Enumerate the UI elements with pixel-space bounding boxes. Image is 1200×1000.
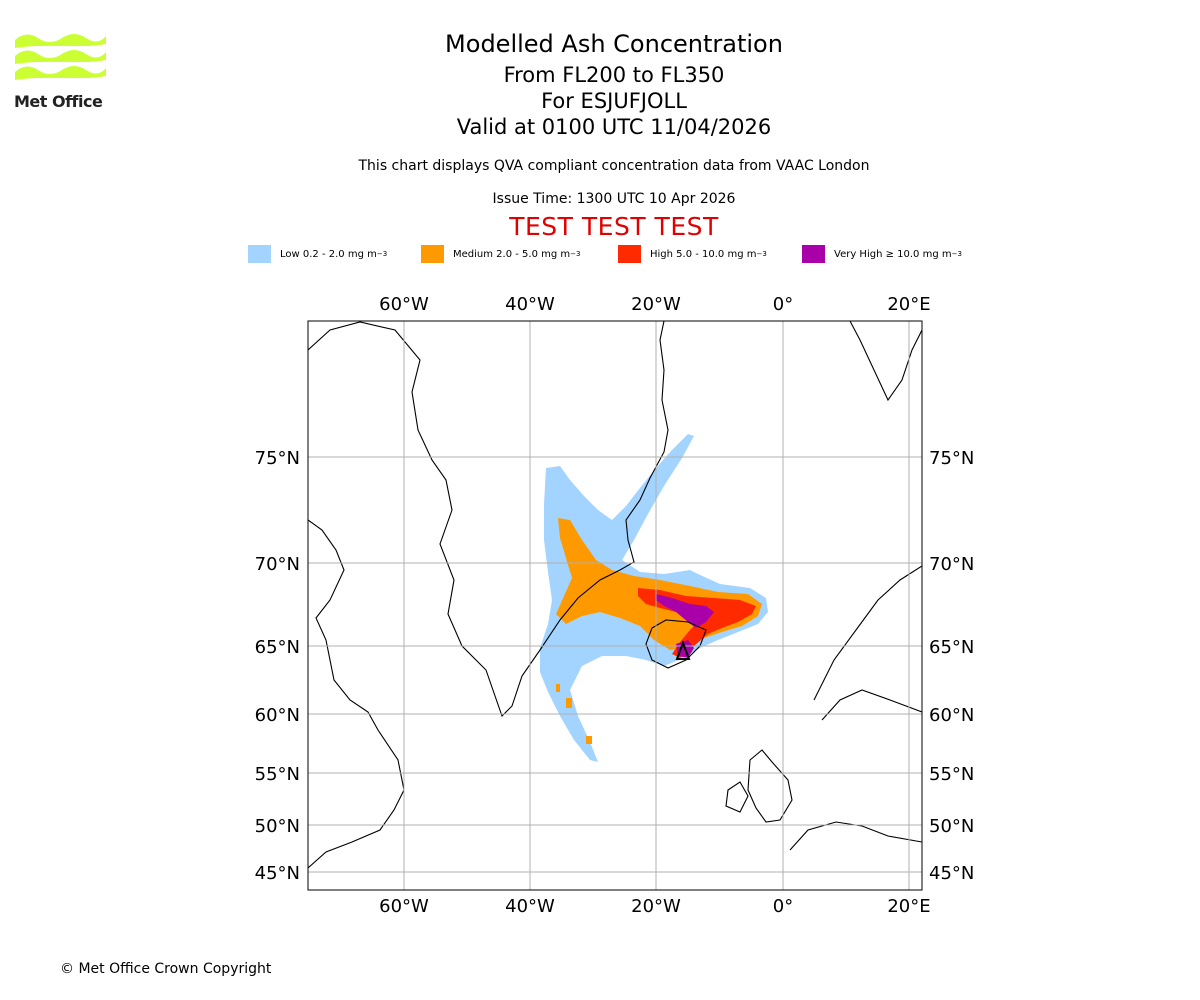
legend-swatch-low [248,245,271,263]
compliance-note: This chart displays QVA compliant concen… [358,158,870,174]
test-banner: TEST TEST TEST [509,212,719,241]
greenland-coast [308,321,669,718]
latitude-label: 45°N [255,863,300,884]
logo-text: Met Office [14,92,103,111]
legend-item-medium: Medium 2.0 - 5.0 mg m −3 [421,244,580,264]
legend-label-high: High 5.0 - 10.0 mg m [650,248,757,260]
latitude-label: 65°N [929,637,974,658]
legend-swatch-medium [421,245,444,263]
ireland-coast [725,781,749,813]
flight-levels: From FL200 to FL350 [503,63,725,87]
latitude-label: 70°N [929,554,974,575]
latitude-label: 60°N [929,705,974,726]
tick-labels: 60°W 60°W 40°W 40°W 20°W 20°W 0° 0° 20°E 20°E 75°N… [255,294,975,917]
copyright: © Met Office Crown Copyright [60,961,272,977]
norway-coast [813,565,922,701]
coastlines [308,321,922,869]
longitude-label: 60°W [379,294,429,315]
longitude-label: 40°W [505,294,555,315]
latitude-label: 75°N [929,448,974,469]
latitude-label: 55°N [255,764,300,785]
chart-header: Modelled Ash Concentration From FL200 to… [0,30,1200,140]
longitude-label: 20°W [631,294,681,315]
iceland-coast [645,619,707,669]
chart-title: Modelled Ash Concentration [445,30,783,58]
issue-time: Issue Time: 1300 UTC 10 Apr 2026 [492,191,736,207]
met-office-logo: Met Office [14,30,108,112]
canada-coast [308,519,405,869]
latitude-label: 75°N [255,448,300,469]
longitude-label: 20°W [631,896,681,917]
latitude-label: 55°N [929,764,974,785]
concentration-legend: Low 0.2 - 2.0 mg m −3 Medium 2.0 - 5.0 mg… [0,244,1200,264]
longitude-label: 20°E [887,896,930,917]
longitude-label: 40°W [505,896,555,917]
longitude-label: 0° [773,294,793,315]
latitude-label: 70°N [255,554,300,575]
latitude-label: 65°N [255,637,300,658]
great-britain-coast [747,749,793,823]
longitude-label: 60°W [379,896,429,917]
longitude-label: 20°E [887,294,930,315]
met-office-waves-icon [15,34,106,80]
svalbard-coast [849,321,922,402]
valid-time: Valid at 0100 UTC 11/04/2026 [456,115,772,139]
legend-item-very-high: Very High ≥ 10.0 mg m −3 [802,244,962,264]
legend-item-low: Low 0.2 - 2.0 mg m −3 [248,244,387,264]
volcano-name: For ESJUFJOLL [541,89,687,113]
volcano-marker-icon [675,640,691,660]
sweden-coast [821,689,922,721]
latitude-label: 50°N [929,816,974,837]
latitude-label: 60°N [255,705,300,726]
legend-label-medium: Medium 2.0 - 5.0 mg m [453,248,571,260]
legend-label-very-high: Very High ≥ 10.0 mg m [834,248,952,260]
legend-swatch-very-high [802,245,825,263]
map-frame [307,320,923,891]
legend-label-low: Low 0.2 - 2.0 mg m [280,248,377,260]
latitude-label: 50°N [255,816,300,837]
latitude-label: 45°N [929,863,974,884]
legend-item-high: High 5.0 - 10.0 mg m −3 [618,244,767,264]
longitude-label: 0° [773,896,793,917]
graticule [308,321,922,890]
continent-coast [789,821,922,851]
legend-swatch-high [618,245,641,263]
